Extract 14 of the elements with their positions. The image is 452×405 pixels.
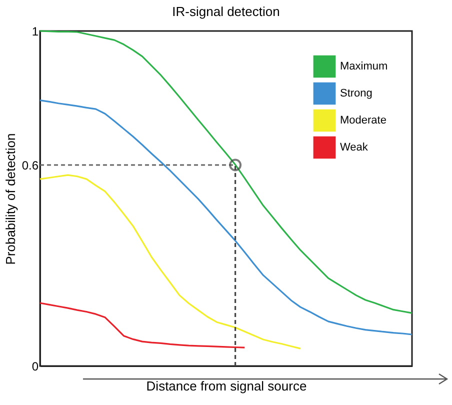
line-series	[39, 100, 413, 336]
line-series	[39, 30, 413, 314]
legend-label: Moderate	[340, 114, 386, 126]
y-axis-title: Probability of detection	[2, 133, 18, 265]
y-tick-label: 0.6	[22, 158, 39, 172]
x-axis-title: Distance from signal source	[146, 378, 307, 394]
y-tick-label: 0	[32, 360, 39, 374]
chart-title: IR-signal detection	[172, 4, 280, 19]
legend-label: Weak	[340, 142, 368, 154]
y-tick-label: 1	[32, 24, 39, 38]
line-series	[39, 174, 302, 350]
legend-label: Maximum	[340, 60, 388, 72]
legend-label: Strong	[340, 88, 372, 100]
line-series	[39, 302, 246, 348]
